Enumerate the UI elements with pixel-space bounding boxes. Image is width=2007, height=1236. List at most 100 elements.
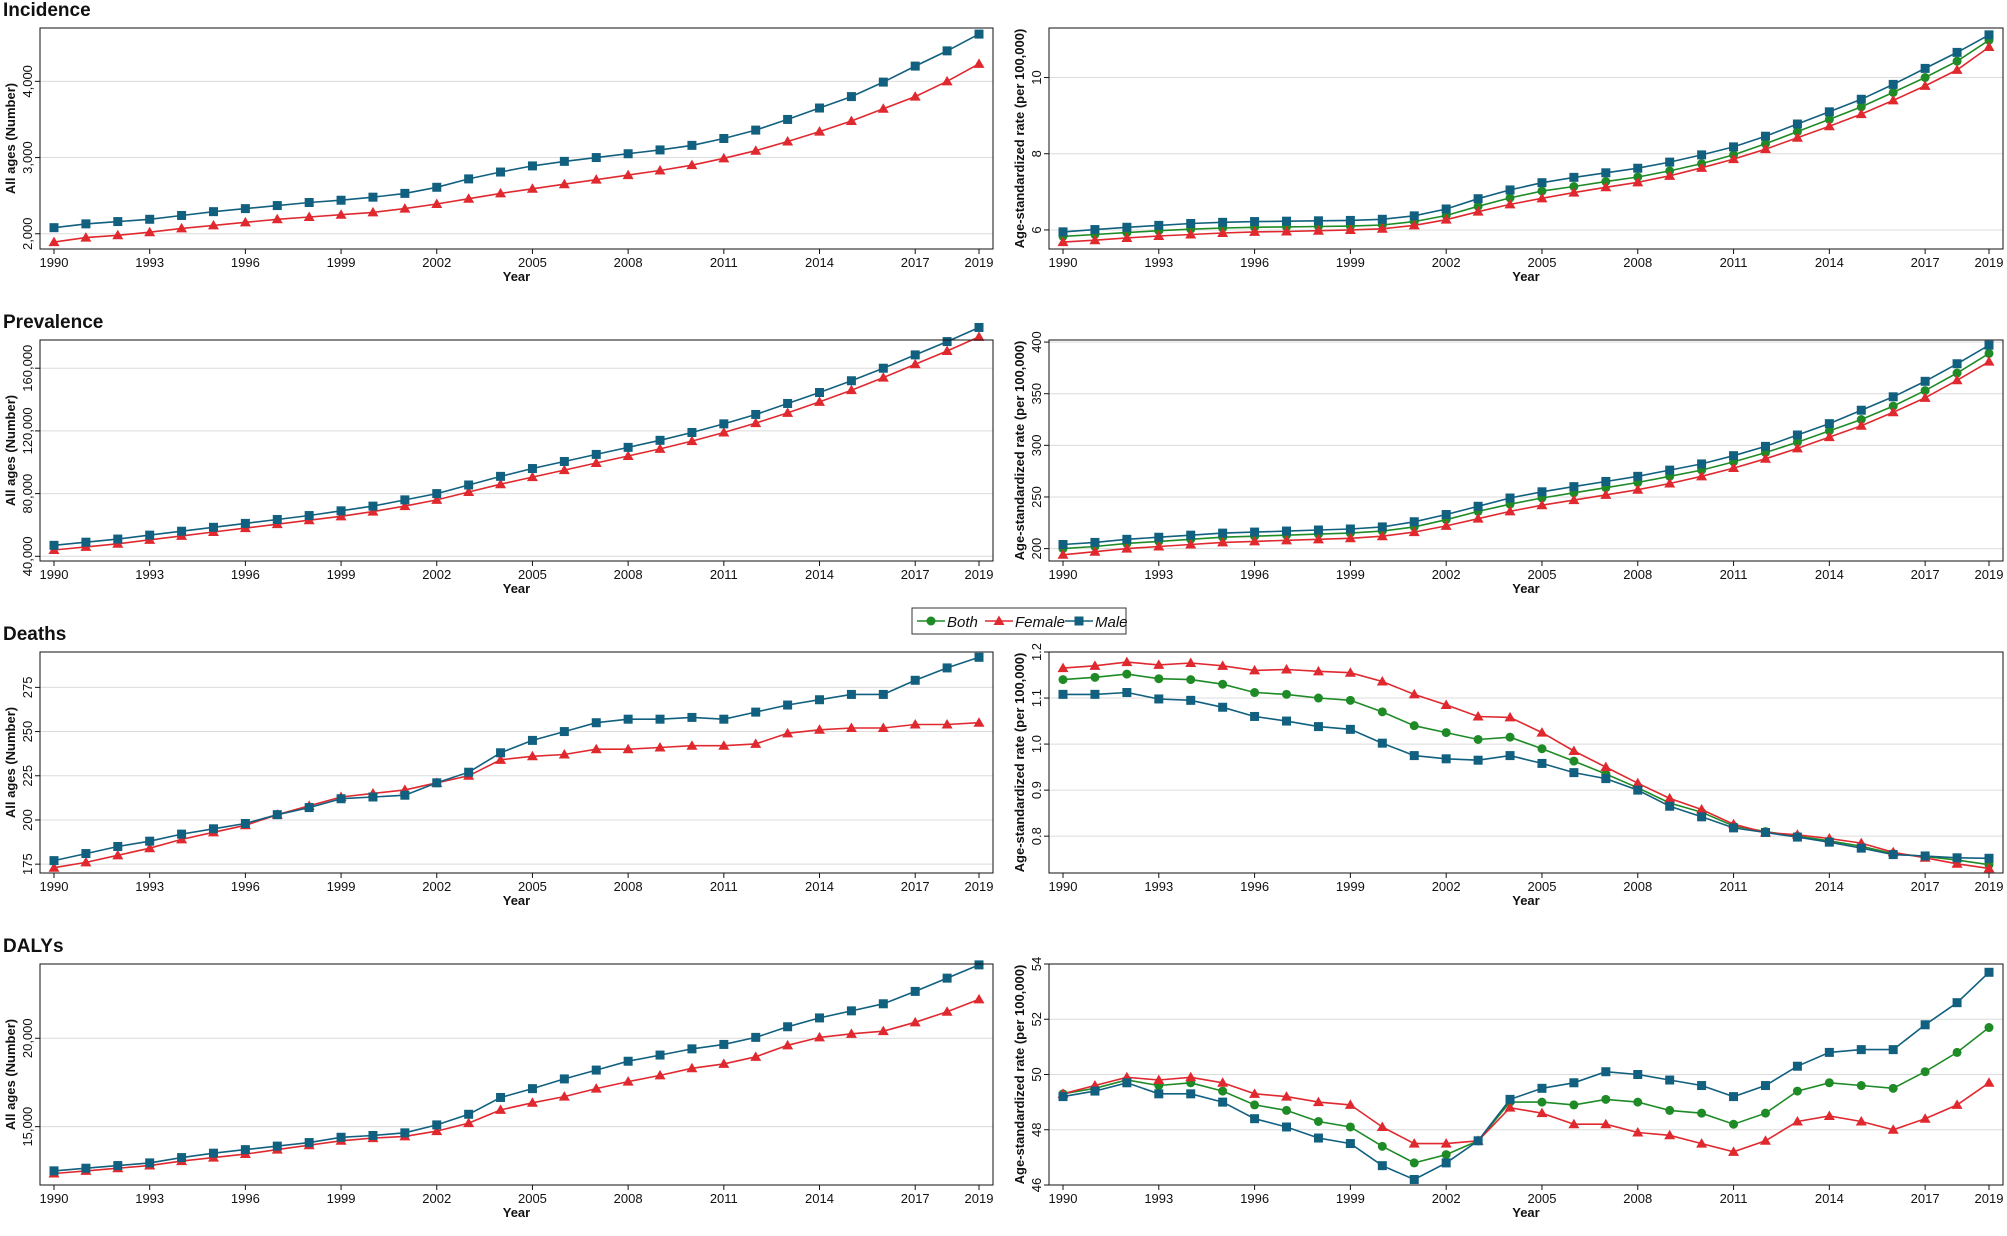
x-tick-label: 2005 (518, 1191, 547, 1206)
y-tick-label: 1.0 (1029, 735, 1044, 753)
data-point-male (1409, 517, 1419, 527)
data-point-male (1473, 755, 1483, 765)
data-point-female (686, 159, 698, 170)
data-point-male (559, 727, 569, 737)
data-point-male (1984, 340, 1994, 350)
data-point-male (400, 1128, 410, 1138)
data-point-male (1856, 843, 1866, 853)
data-point-male (304, 511, 314, 521)
data-point-female (1153, 230, 1165, 241)
data-point-female (909, 358, 921, 369)
data-point-male (208, 1148, 218, 1158)
data-point-male (815, 388, 825, 398)
x-tick-label: 1990 (40, 567, 69, 582)
data-point-male (113, 534, 123, 544)
x-tick-label: 2002 (1432, 879, 1461, 894)
data-point-male (1633, 785, 1643, 795)
series-line-both (1062, 352, 1990, 550)
data-point-both (1537, 186, 1547, 196)
data-point-male (1505, 1094, 1515, 1104)
data-point-male (846, 689, 856, 699)
data-point-both (1537, 1097, 1547, 1107)
data-point-male (496, 748, 506, 758)
data-point-male (559, 1074, 569, 1084)
data-point-male (1856, 405, 1866, 415)
data-point-male (1792, 430, 1802, 440)
data-point-male (1313, 216, 1323, 226)
data-point-both (1888, 1083, 1898, 1093)
data-point-female (1791, 442, 1803, 453)
data-point-male (591, 718, 601, 728)
data-point-male (432, 489, 442, 499)
data-point-both (1409, 721, 1419, 731)
data-point-male (1377, 214, 1387, 224)
data-point-female (1696, 162, 1708, 172)
data-point-male (1697, 150, 1707, 160)
data-point-female (335, 510, 347, 521)
data-point-male (719, 419, 729, 429)
x-tick-label: 2019 (1975, 255, 2004, 270)
data-point-male (751, 409, 761, 419)
data-point-both (1441, 728, 1451, 738)
data-point-female (1664, 792, 1676, 803)
data-point-female (1855, 108, 1867, 119)
data-point-female (686, 435, 698, 446)
x-tick-label: 1999 (1336, 879, 1365, 894)
data-point-male (1920, 851, 1930, 861)
x-tick-label: 2019 (1975, 567, 2004, 582)
data-point-both (1633, 1097, 1643, 1107)
data-point-male (1186, 218, 1196, 228)
data-point-both (1792, 437, 1802, 447)
data-point-female (1249, 1088, 1261, 1098)
data-point-male (496, 1092, 506, 1102)
data-point-female (1440, 1138, 1452, 1148)
data-point-female (463, 1117, 475, 1128)
x-axis-title: Year (503, 893, 530, 908)
x-axis-title: Year (1512, 893, 1539, 908)
data-point-female (335, 209, 347, 219)
data-point-male (1665, 157, 1675, 167)
data-point-both (1984, 1023, 1994, 1033)
x-tick-label: 1996 (1240, 255, 1269, 270)
x-tick-label: 1999 (327, 255, 356, 270)
data-point-male (1729, 451, 1739, 461)
data-point-male (1824, 419, 1834, 429)
data-point-male (145, 530, 155, 540)
data-point-both (1824, 426, 1834, 436)
data-point-female (1728, 462, 1740, 473)
legend-label-male: Male (1095, 614, 1128, 631)
data-point-male (687, 712, 697, 722)
data-point-male (1345, 1139, 1355, 1149)
data-point-male (1250, 217, 1260, 227)
x-tick-label: 1996 (1240, 567, 1269, 582)
data-point-both (1792, 127, 1802, 137)
data-point-female (1504, 711, 1516, 722)
x-tick-label: 2002 (1432, 255, 1461, 270)
x-tick-label: 2011 (1720, 255, 1748, 270)
data-point-female (495, 478, 507, 489)
data-point-both (1760, 1108, 1770, 1118)
data-point-male (1729, 142, 1739, 152)
data-point-both (1729, 1119, 1739, 1129)
data-point-both (1665, 1105, 1675, 1115)
data-point-male (974, 29, 984, 39)
data-point-female (1664, 170, 1676, 180)
data-point-female (112, 229, 124, 240)
plot-frame (39, 339, 994, 562)
y-tick-label: 275 (20, 677, 35, 699)
data-point-male (1441, 204, 1451, 214)
y-tick-label: 250 (20, 721, 35, 743)
series-line-male (1063, 691, 1990, 860)
x-tick-label: 1993 (135, 255, 164, 270)
data-point-male (1186, 530, 1196, 540)
data-point-male (1888, 79, 1898, 89)
x-tick-label: 2005 (1528, 879, 1557, 894)
data-point-male (1760, 827, 1770, 837)
data-point-female (941, 75, 953, 86)
data-point-both (1569, 1100, 1579, 1110)
plot-frame (1048, 339, 2004, 562)
data-point-both (1473, 734, 1483, 744)
x-tick-label: 2011 (710, 1191, 738, 1206)
data-point-both (1282, 689, 1292, 699)
data-point-male (527, 464, 537, 474)
